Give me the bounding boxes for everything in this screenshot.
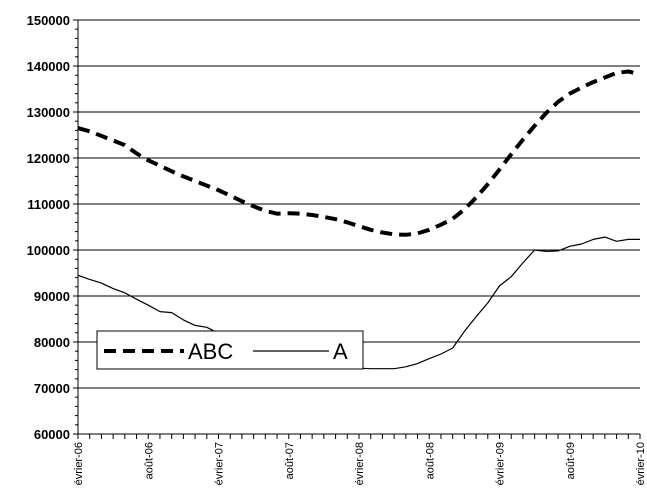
x-tick-label: août-07 <box>284 442 296 479</box>
x-tick-label: évrier-09 <box>495 442 507 485</box>
y-tick-label: 140000 <box>27 59 70 74</box>
x-tick-label: évrier-06 <box>73 442 85 485</box>
y-tick-label: 70000 <box>34 381 70 396</box>
y-tick-label: 120000 <box>27 151 70 166</box>
x-tick-label: août-06 <box>143 442 155 479</box>
y-tick-label: 130000 <box>27 105 70 120</box>
x-tick-label: évrier-10 <box>635 442 647 485</box>
series-line-abc <box>77 69 641 237</box>
x-tick-labels: évrier-06 août-06 évrier-07 août-07 évrier-0… <box>73 442 647 485</box>
x-tick-label: août-09 <box>565 442 577 479</box>
y-tick-label: 100000 <box>27 243 70 258</box>
y-tick-label: 80000 <box>34 335 70 350</box>
legend-label-a: A <box>333 339 348 364</box>
legend-box <box>96 330 364 370</box>
legend: ABC A <box>96 330 364 370</box>
legend-label-abc: ABC <box>188 339 233 364</box>
y-tick-label: 150000 <box>27 13 70 28</box>
x-tick-label: août-08 <box>424 442 436 479</box>
y-tick-label: 110000 <box>27 197 70 212</box>
y-tick-label: 90000 <box>34 289 70 304</box>
y-tick-labels: 60000 70000 80000 90000 100000 110000 120000 13… <box>27 13 70 442</box>
x-tick-label: évrier-07 <box>214 442 226 485</box>
y-tick-label: 60000 <box>34 427 70 442</box>
axes <box>73 19 641 439</box>
series-lines <box>77 69 641 370</box>
x-tick-label: évrier-08 <box>354 442 366 485</box>
